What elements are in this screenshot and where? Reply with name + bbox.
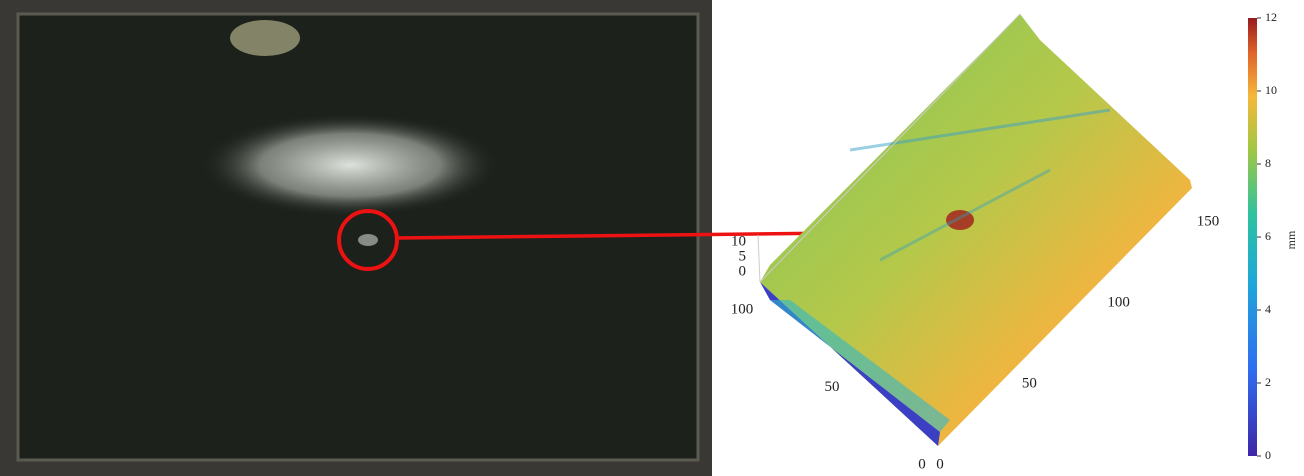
colorbar: mm 0 2 4 6 8 10 12 <box>1248 10 1298 462</box>
z-tick-label: 10 <box>731 233 746 249</box>
body: 0510050100050100150 mm 024681012 (() => … <box>0 0 1304 476</box>
x-tick-label: 100 <box>731 301 754 317</box>
figure: 0510050100050100150 mm 024681012 <box>0 0 1304 476</box>
y-tick-label: 100 <box>1107 294 1130 310</box>
z-tick-label: 5 <box>739 248 747 264</box>
photo <box>0 0 712 476</box>
colorbar-tick-label: 6 <box>1265 229 1271 243</box>
x-tick-label: 0 <box>918 456 926 472</box>
colorbar-tick-label: 10 <box>1265 83 1277 97</box>
y-tick-label: 50 <box>1022 375 1037 391</box>
colorbar-gradient <box>1248 18 1257 456</box>
y-tick-label: 150 <box>1197 213 1220 229</box>
colorbar-tick-label: 0 <box>1265 448 1271 462</box>
colorbar-tick-label: 2 <box>1265 375 1271 389</box>
colorbar-tick-label: 12 <box>1265 10 1277 24</box>
surface <box>758 14 1192 446</box>
x-tick-label: 50 <box>825 379 840 395</box>
page: {"surface_plot": {"z_ticks": [0, 5, 10],… <box>0 0 1304 476</box>
z-tick-label: 0 <box>739 263 747 279</box>
colorbar-tick-label: 8 <box>1265 156 1271 170</box>
colorbar-label: mm <box>1284 230 1298 249</box>
y-tick-label: 0 <box>936 456 944 472</box>
colorbar-tick-label: 4 <box>1265 302 1271 316</box>
